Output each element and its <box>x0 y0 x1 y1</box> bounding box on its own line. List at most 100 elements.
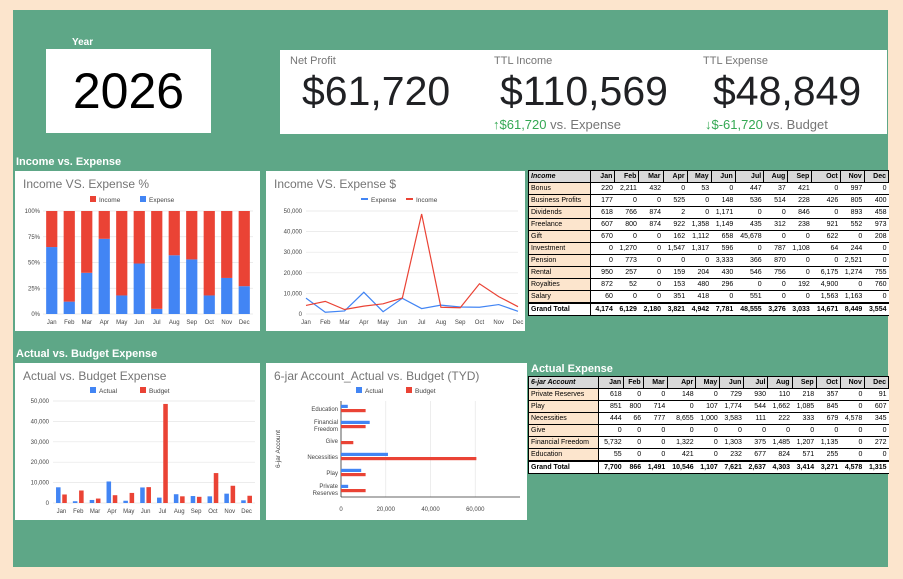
table-cell[interactable]: 228 <box>787 194 812 207</box>
table-cell[interactable]: 204 <box>687 266 712 279</box>
row-label[interactable]: Royalties <box>528 278 591 291</box>
table-cell[interactable]: 0 <box>695 436 720 449</box>
row-label[interactable]: Necessities <box>527 412 600 425</box>
table-cell[interactable]: 677 <box>743 448 768 462</box>
table-cell[interactable]: 4,303 <box>767 460 793 474</box>
table-cell[interactable]: 0 <box>687 254 712 267</box>
table-cell[interactable]: 1,171 <box>711 206 736 219</box>
table-cell[interactable]: 1,303 <box>719 436 744 449</box>
table-cell[interactable]: 0 <box>840 400 865 413</box>
table-cell[interactable]: 1,149 <box>711 218 736 231</box>
table-cell[interactable]: 0 <box>643 436 668 449</box>
table-cell[interactable]: 0 <box>695 388 720 401</box>
table-cell[interactable]: 0 <box>598 424 624 437</box>
table-cell[interactable]: 4,578 <box>840 412 865 425</box>
table-cell[interactable]: 480 <box>687 278 712 291</box>
table-cell[interactable]: 3,414 <box>792 460 817 474</box>
table-cell[interactable]: 0 <box>643 448 668 462</box>
table-cell[interactable]: 1,270 <box>614 242 639 255</box>
table-cell[interactable]: 0 <box>840 448 865 462</box>
table-cell[interactable]: 0 <box>623 388 644 401</box>
table-cell[interactable]: 0 <box>787 290 812 304</box>
table-cell[interactable]: 177 <box>590 194 615 207</box>
table-cell[interactable]: 232 <box>719 448 744 462</box>
table-cell[interactable]: 729 <box>719 388 744 401</box>
table-cell[interactable]: 930 <box>743 388 768 401</box>
table-cell[interactable]: 400 <box>864 194 889 207</box>
table-cell[interactable]: 874 <box>638 206 664 219</box>
table-cell[interactable]: 514 <box>763 194 788 207</box>
table-cell[interactable]: 0 <box>643 424 668 437</box>
table-cell[interactable]: 37 <box>763 182 788 195</box>
table-cell[interactable]: 679 <box>816 412 841 425</box>
chart-card-actual-vs-budget[interactable]: Actual vs. Budget Expense Actual Budget 0 1… <box>15 363 260 520</box>
table-cell[interactable]: 0 <box>590 254 615 267</box>
table-cell[interactable]: 1,547 <box>663 242 688 255</box>
table-cell[interactable]: 48,555 <box>735 302 764 316</box>
table-cell[interactable]: 3,554 <box>864 302 889 316</box>
table-cell[interactable]: 552 <box>840 218 865 231</box>
table-cell[interactable]: 0 <box>735 278 764 291</box>
table-cell[interactable]: 148 <box>667 388 696 401</box>
row-label[interactable]: Grand Total <box>527 460 600 474</box>
table-cell[interactable]: 4,942 <box>687 302 712 316</box>
table-cell[interactable]: 0 <box>663 254 688 267</box>
row-label[interactable]: Private Reserves <box>527 388 600 401</box>
table-cell[interactable]: 5,732 <box>598 436 624 449</box>
row-label[interactable]: Pension <box>528 254 591 267</box>
table-cell[interactable]: 357 <box>816 388 841 401</box>
table-cell[interactable]: 10,546 <box>667 460 696 474</box>
table-cell[interactable]: 0 <box>767 424 793 437</box>
table-cell[interactable]: 52 <box>614 278 639 291</box>
table-cell[interactable]: 0 <box>667 400 696 413</box>
table-cell[interactable]: 0 <box>763 290 788 304</box>
table-cell[interactable]: 2,211 <box>614 182 639 195</box>
table-cell[interactable]: 0 <box>763 230 788 243</box>
table-cell[interactable]: 1,085 <box>792 400 817 413</box>
table-cell[interactable]: 0 <box>614 230 639 243</box>
table-cell[interactable]: 851 <box>598 400 624 413</box>
row-label[interactable]: Education <box>527 448 600 462</box>
table-cell[interactable]: 0 <box>638 242 664 255</box>
table-cell[interactable]: 0 <box>614 194 639 207</box>
table-cell[interactable]: 0 <box>667 424 696 437</box>
table-cell[interactable]: 0 <box>864 242 889 255</box>
table-cell[interactable]: 244 <box>840 242 865 255</box>
table-cell[interactable]: 0 <box>864 424 889 437</box>
table-cell[interactable]: 874 <box>638 218 664 231</box>
table-cell[interactable]: 0 <box>763 278 788 291</box>
table-cell[interactable]: 0 <box>687 194 712 207</box>
table-cell[interactable]: 333 <box>792 412 817 425</box>
table-cell[interactable]: 846 <box>787 206 812 219</box>
table-cell[interactable]: 447 <box>735 182 764 195</box>
table-cell[interactable]: 1,112 <box>687 230 712 243</box>
table-cell[interactable]: 773 <box>614 254 639 267</box>
table-cell[interactable]: 0 <box>864 254 889 267</box>
table-cell[interactable]: 0 <box>638 230 664 243</box>
table-cell[interactable]: 208 <box>864 230 889 243</box>
table-cell[interactable]: 159 <box>663 266 688 279</box>
table-cell[interactable]: 1,358 <box>687 218 712 231</box>
table-cell[interactable]: 997 <box>840 182 865 195</box>
table-cell[interactable]: 220 <box>590 182 615 195</box>
table-cell[interactable]: 153 <box>663 278 688 291</box>
table-cell[interactable]: 0 <box>787 254 812 267</box>
table-cell[interactable]: 870 <box>763 254 788 267</box>
table-cell[interactable]: 60 <box>590 290 615 304</box>
table-cell[interactable]: 1,108 <box>787 242 812 255</box>
table-cell[interactable]: 0 <box>623 424 644 437</box>
table-cell[interactable]: 756 <box>763 266 788 279</box>
table-cell[interactable]: 866 <box>623 460 644 474</box>
table-cell[interactable]: 222 <box>767 412 793 425</box>
table-cell[interactable]: 0 <box>623 436 644 449</box>
table-cell[interactable]: 922 <box>663 218 688 231</box>
row-label[interactable]: Salary <box>528 290 591 304</box>
table-cell[interactable]: 4,578 <box>840 460 865 474</box>
table-cell[interactable]: 0 <box>840 278 865 291</box>
table-cell[interactable]: 8,655 <box>667 412 696 425</box>
table-cell[interactable]: 607 <box>590 218 615 231</box>
table-cell[interactable]: 0 <box>735 206 764 219</box>
table-cell[interactable]: 800 <box>623 400 644 413</box>
table-cell[interactable]: 8,449 <box>840 302 865 316</box>
table-cell[interactable]: 2,637 <box>743 460 768 474</box>
